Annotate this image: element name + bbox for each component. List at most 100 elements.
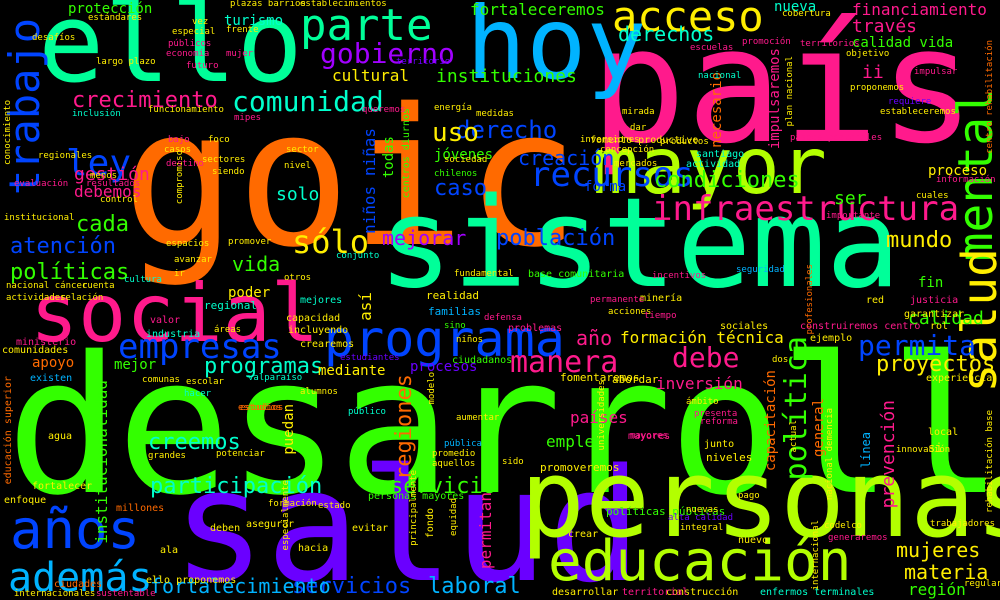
word: impulsar	[914, 67, 958, 77]
word: estableceremos	[880, 107, 956, 117]
word: así	[356, 292, 375, 321]
word: atención	[10, 234, 116, 259]
word: equidad	[449, 498, 459, 536]
word: cada	[76, 212, 129, 237]
word: inversiones	[580, 135, 640, 145]
word: promoción	[742, 37, 791, 47]
word: evitar	[352, 523, 389, 534]
word: desarrollar	[552, 587, 619, 598]
word: dos	[772, 355, 789, 365]
word: información	[936, 175, 996, 185]
word: acciones	[608, 307, 652, 317]
word: importante	[826, 211, 881, 221]
word: institucionalidad	[92, 380, 111, 544]
word: debemos	[74, 182, 142, 201]
word: ciudades	[54, 579, 103, 590]
word: justicia	[910, 295, 959, 306]
word: crear	[568, 529, 599, 540]
word: participación	[150, 474, 323, 499]
word: internacional	[811, 520, 821, 591]
word: nacional cáncer	[6, 281, 88, 291]
word: territorial	[622, 587, 689, 598]
word: además	[8, 555, 153, 600]
word: educación superior	[3, 376, 14, 485]
word: objetivo	[846, 49, 890, 59]
word: generaremos	[828, 533, 888, 543]
word: ministerio	[16, 337, 77, 348]
word: paseos peatonales	[790, 133, 883, 143]
word: especialmente	[281, 480, 291, 551]
word: seguridad	[736, 265, 785, 275]
word: resultados	[86, 179, 141, 189]
word: fondo	[425, 508, 436, 539]
word: innovación	[896, 445, 951, 455]
word: bajo	[168, 135, 190, 145]
word: mujer	[226, 49, 254, 59]
word: junto	[704, 439, 735, 450]
word: valor	[150, 315, 181, 326]
word: abordar	[612, 373, 659, 386]
word: casos	[164, 145, 192, 155]
word: mirada	[622, 107, 655, 117]
word: caso	[434, 176, 487, 201]
word: especial	[172, 27, 216, 37]
word: foco	[208, 135, 230, 145]
word: debe	[672, 341, 740, 374]
word: funcionamiento	[148, 105, 224, 115]
word: incentivos	[652, 271, 707, 281]
word: realidad	[426, 289, 479, 302]
word: ir	[174, 269, 185, 279]
word: grandes	[148, 451, 186, 461]
word: mayores	[630, 431, 668, 441]
word: minería	[640, 293, 683, 304]
word: evaluación	[14, 179, 69, 189]
word: hoy	[466, 0, 647, 102]
word: ello	[38, 0, 303, 107]
word: construcción	[666, 587, 739, 598]
word: manera	[510, 345, 619, 380]
word: personas mayores	[368, 491, 465, 502]
word: mejor	[114, 357, 157, 373]
word: economía	[166, 49, 210, 59]
word: cobertura	[782, 9, 831, 19]
word: niveles	[706, 451, 753, 464]
word: nacional	[698, 71, 742, 81]
word: instituciones	[436, 66, 577, 87]
word: relación	[60, 293, 104, 303]
word: ser	[834, 188, 867, 209]
word: nivel	[284, 161, 312, 171]
word: fundamental	[454, 269, 514, 279]
word: establecimientos	[300, 0, 387, 9]
word: energía	[434, 103, 472, 113]
word: programa	[324, 310, 565, 368]
word: sistema	[378, 172, 901, 316]
word: mujeres	[896, 538, 981, 562]
word: sólo	[292, 223, 370, 261]
word: turismo	[224, 13, 284, 29]
word: financiamiento	[852, 0, 987, 19]
word: local	[928, 427, 959, 438]
word: políticas	[10, 260, 130, 285]
word: estado	[318, 501, 351, 511]
word: permanente	[590, 295, 645, 305]
word: salud	[172, 435, 642, 600]
word: calidad vida	[852, 35, 954, 51]
word: países	[570, 408, 628, 427]
word: chilenos	[434, 169, 478, 179]
word: deben	[210, 523, 241, 534]
word: asegurar	[246, 519, 295, 530]
word: otros	[284, 273, 312, 283]
word: derechos	[618, 22, 715, 46]
word: procesos	[410, 359, 478, 375]
word: fomento productivo	[590, 135, 699, 146]
word: industria	[146, 329, 201, 340]
word: trabajadores	[930, 519, 996, 529]
word: capacitación	[763, 370, 779, 472]
word: sino	[444, 321, 466, 331]
word: ello proponemos	[146, 575, 237, 586]
word: formación técnica	[620, 328, 784, 347]
word: todas	[381, 136, 397, 179]
word: avanzar	[174, 255, 212, 265]
word: regular	[964, 579, 1000, 589]
word: comunidad	[232, 85, 384, 118]
